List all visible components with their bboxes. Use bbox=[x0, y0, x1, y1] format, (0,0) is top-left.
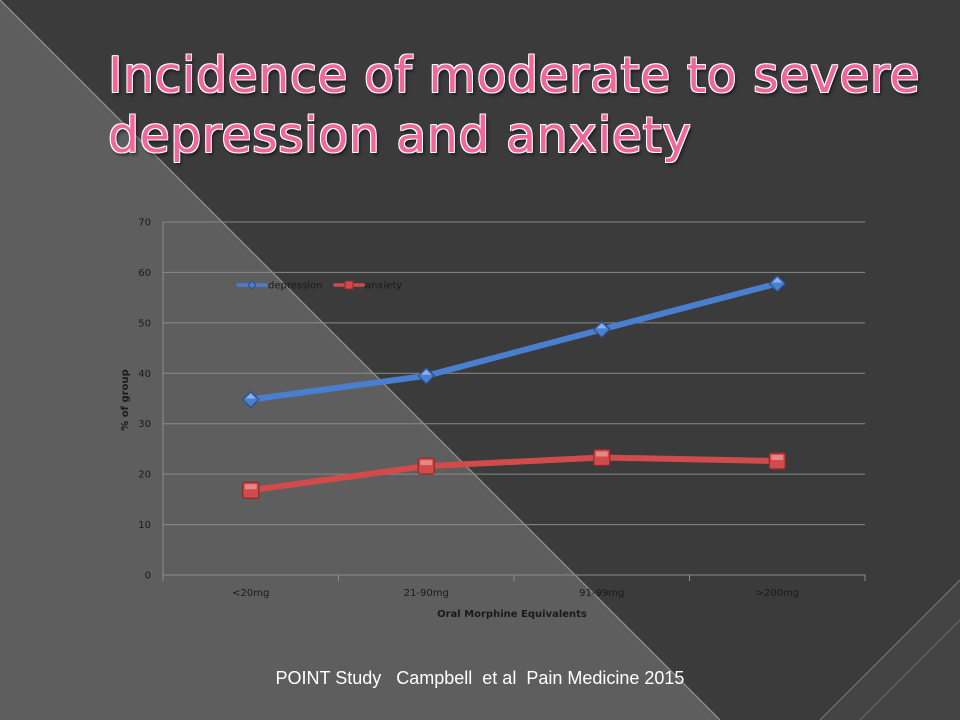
x-axis-label: Oral Morphine Equivalents bbox=[437, 609, 587, 620]
y-tick-label: 40 bbox=[138, 369, 151, 380]
y-axis-label: % of group bbox=[120, 369, 131, 430]
y-tick-label: 70 bbox=[138, 218, 151, 229]
citation: POINT Study Campbell et al Pain Medicine… bbox=[275, 668, 685, 688]
x-tick-label: 91-99mg bbox=[579, 588, 624, 599]
x-tick-label: <20mg bbox=[232, 588, 269, 599]
y-tick-label: 0 bbox=[145, 571, 151, 582]
x-tick-label: 21-90mg bbox=[404, 588, 449, 599]
x-axis: <20mg 21-90mg 91-99mg >200mg bbox=[162, 575, 866, 599]
y-tick-label: 10 bbox=[138, 520, 151, 531]
chart-series bbox=[241, 274, 787, 499]
anxiety-point bbox=[593, 448, 611, 467]
legend-item-anxiety: anxiety bbox=[333, 280, 402, 292]
chart-legend: depression anxiety bbox=[236, 280, 402, 292]
legend-item-depression: depression bbox=[236, 280, 323, 292]
slide-title: Incidence of moderate to severe depressi… bbox=[108, 47, 921, 164]
legend-marker bbox=[344, 280, 354, 290]
anxiety-line bbox=[247, 454, 781, 494]
depression-line bbox=[247, 280, 781, 403]
depression-point bbox=[241, 390, 260, 409]
depression-point bbox=[417, 366, 436, 385]
x-tick-label: >200mg bbox=[755, 588, 799, 599]
y-axis: 0 10 20 30 40 50 60 70 bbox=[138, 218, 164, 582]
legend-label: anxiety bbox=[365, 281, 402, 292]
legend-marker bbox=[247, 280, 257, 290]
y-tick-label: 50 bbox=[138, 318, 151, 329]
y-tick-label: 30 bbox=[138, 419, 151, 430]
chart-gridlines bbox=[163, 221, 865, 576]
anxiety-point bbox=[242, 481, 260, 499]
y-tick-label: 60 bbox=[138, 268, 151, 279]
y-tick-label: 20 bbox=[138, 470, 151, 481]
legend-label: depression bbox=[268, 281, 323, 292]
depression-point bbox=[592, 320, 611, 339]
anxiety-point bbox=[417, 457, 435, 475]
depression-point bbox=[768, 274, 787, 293]
anxiety-point bbox=[768, 452, 786, 470]
